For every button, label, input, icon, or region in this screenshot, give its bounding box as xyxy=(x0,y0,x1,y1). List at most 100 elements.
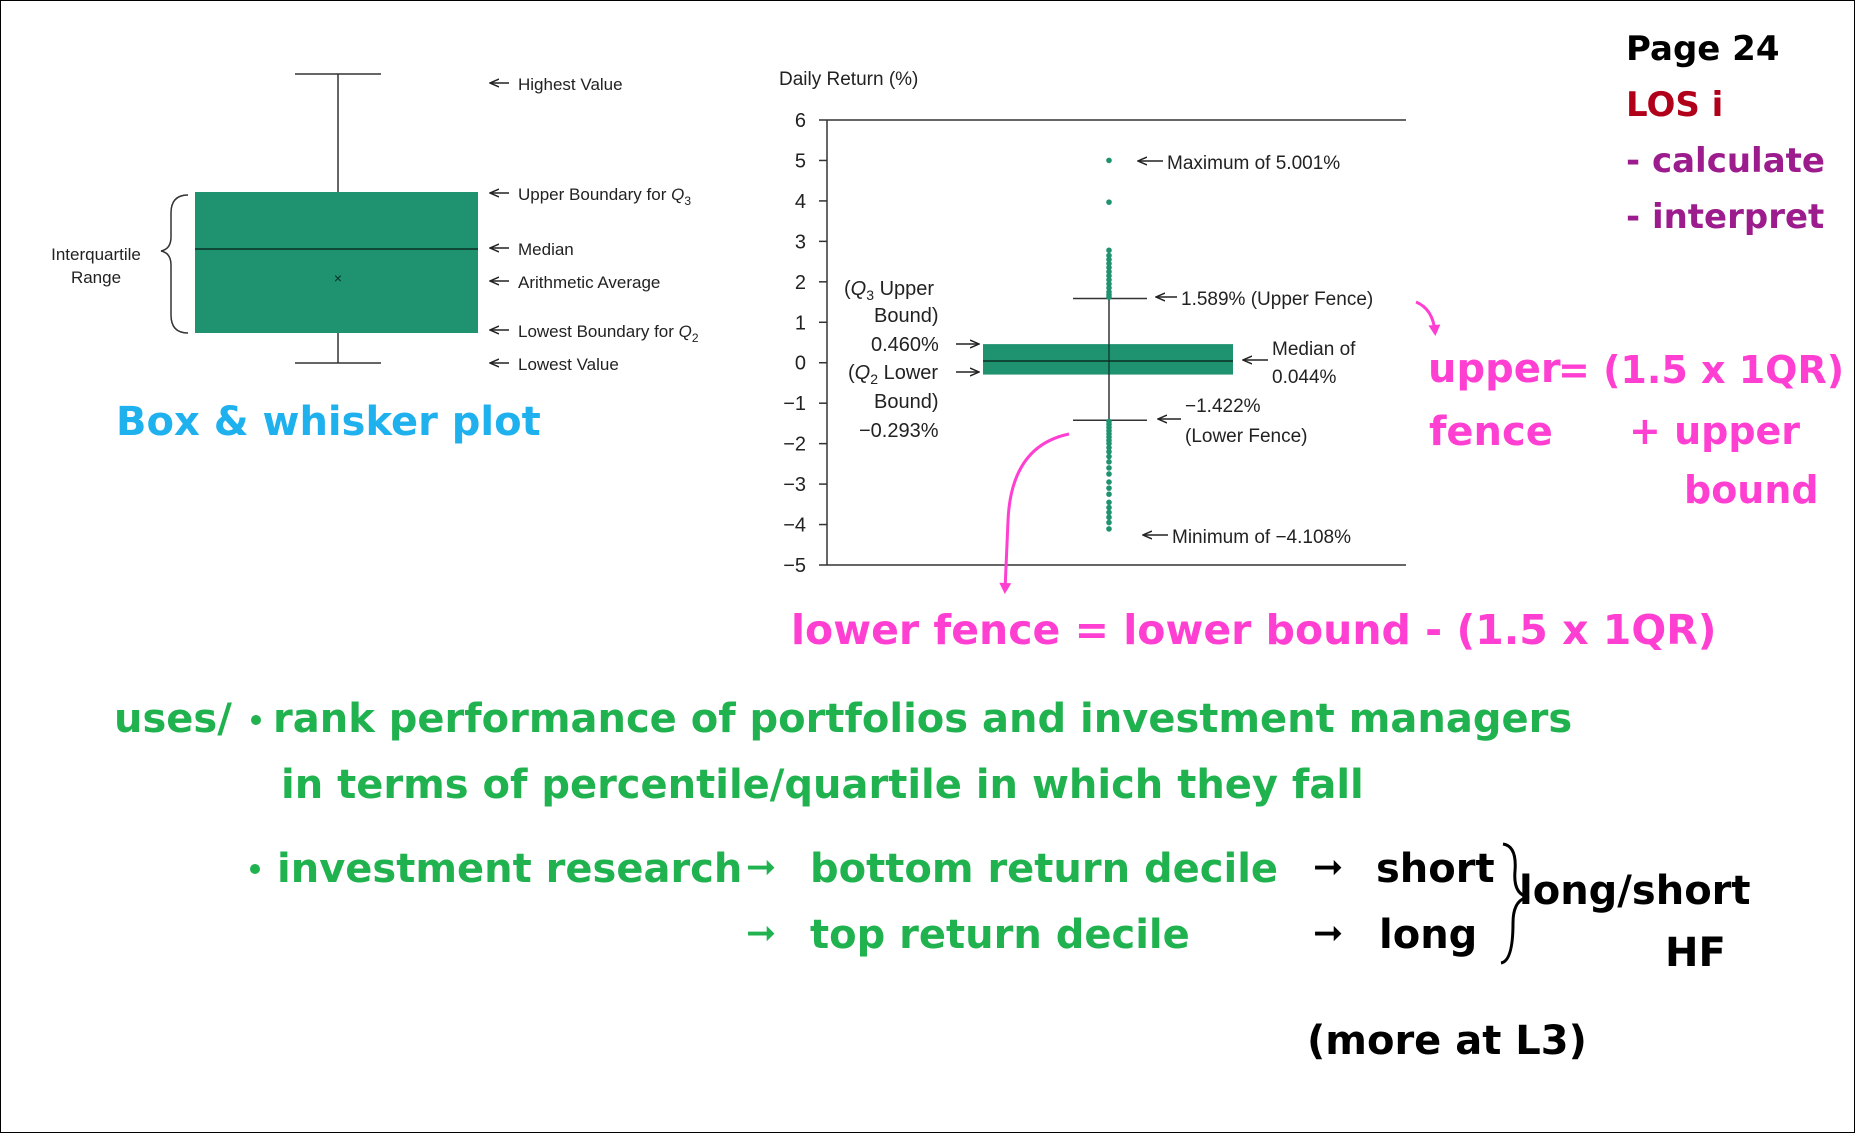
los-item-calculate: - calculate xyxy=(1626,141,1825,181)
outlier-point xyxy=(1106,199,1112,205)
bullet-2 xyxy=(250,864,260,874)
upper-fence-bound: bound xyxy=(1684,468,1819,512)
daily-return-chart: Daily Return (%) 6 5 4 3 2 1 0 −1 −2 −3 −4 −5 Maxim… xyxy=(779,69,1406,577)
q3-label-line1: (Q3 Upper xyxy=(844,278,934,303)
hf-label: HF xyxy=(1665,930,1726,976)
arrow-glyph: ➞ xyxy=(1313,913,1343,954)
outlier-point xyxy=(1106,281,1112,287)
y-axis-title: Daily Return (%) xyxy=(779,69,918,90)
highest-label: Highest Value xyxy=(518,75,623,94)
q3-value-label: 0.460% xyxy=(871,334,939,356)
upper-fence-pointer xyxy=(1415,300,1441,336)
outlier-point xyxy=(1106,519,1112,526)
lower-fence-pointer xyxy=(999,432,1070,594)
average-marker: × xyxy=(334,270,342,286)
curly-brace xyxy=(1500,842,1530,965)
bullet-1 xyxy=(251,715,261,725)
outlier-point xyxy=(1106,479,1112,485)
outlier-point xyxy=(1106,485,1112,491)
outlier-point xyxy=(1106,247,1112,254)
outlier-point xyxy=(1106,294,1112,300)
more-at-l3: (more at L3) xyxy=(1307,1018,1587,1064)
outlier-point xyxy=(1106,459,1112,465)
lower-boundary-label: Lowest Boundary for Q2 xyxy=(518,322,699,345)
average-label: Arithmetic Average xyxy=(518,273,660,292)
outlier-point xyxy=(1106,491,1112,498)
median-label: Median xyxy=(518,240,574,259)
y-tick-label: 6 xyxy=(795,110,806,132)
upper-boundary-label: Upper Boundary for Q3 xyxy=(518,185,691,208)
short-label: short xyxy=(1376,846,1495,892)
q2-label-line2: Bound) xyxy=(874,391,939,413)
outlier-point xyxy=(1106,252,1112,259)
los-item-interpret: - interpret xyxy=(1626,197,1824,237)
iqr-box xyxy=(983,344,1233,375)
q2-label-line1: (Q2 Lower xyxy=(848,362,938,387)
generic-box-plot: × Interquartile Range Highest Value Uppe… xyxy=(51,73,699,374)
outlier-point xyxy=(1106,264,1112,271)
iqr-label: Interquartile xyxy=(51,245,141,264)
min-label: Minimum of −4.108% xyxy=(1172,527,1351,548)
arrow-glyph: ➞ xyxy=(746,847,776,888)
outlier-point xyxy=(1106,514,1112,521)
use2-research: investment research xyxy=(277,846,742,892)
los-label: LOS i xyxy=(1626,85,1723,125)
y-tick-label: 0 xyxy=(795,353,806,375)
use2-bottom-decile: bottom return decile xyxy=(810,846,1278,892)
long-label: long xyxy=(1379,912,1477,958)
arrow-glyph: ➞ xyxy=(1313,847,1343,888)
max-label: Maximum of 5.001% xyxy=(1167,153,1340,174)
outlier-point xyxy=(1106,499,1112,506)
median-value-label: 0.044% xyxy=(1272,367,1337,388)
y-tick-label: 3 xyxy=(795,231,806,253)
generic-box xyxy=(195,192,478,333)
outlier-point xyxy=(1106,272,1112,279)
median-of-label: Median of xyxy=(1272,339,1356,360)
y-tick-label: 4 xyxy=(795,191,806,213)
y-tick-label: −4 xyxy=(783,515,806,537)
lowest-label: Lowest Value xyxy=(518,355,619,374)
outlier-point xyxy=(1106,465,1112,471)
outlier-point xyxy=(1106,453,1112,460)
upper-fence-formula: = (1.5 x 1QR) xyxy=(1558,348,1844,392)
use1-line1: rank performance of portfolios and inves… xyxy=(273,696,1572,742)
outlier-point xyxy=(1106,444,1112,451)
uses-label: uses/ xyxy=(114,696,232,742)
outlier-point xyxy=(1106,256,1112,263)
y-tick-label: −2 xyxy=(783,434,806,456)
upper-fence-word-fence: fence xyxy=(1429,409,1553,455)
upper-fence-plus: + upper xyxy=(1629,409,1800,453)
outlier-point xyxy=(1106,285,1112,291)
outlier-point xyxy=(1106,276,1112,283)
box-plot-caption: Box & whisker plot xyxy=(116,399,541,445)
lower-fence-value-label: −1.422% xyxy=(1185,396,1261,417)
lower-fence-formula: lower fence = lower bound - (1.5 x 1QR) xyxy=(791,606,1717,654)
iqr-label: Range xyxy=(71,268,121,287)
y-tick-label: 2 xyxy=(795,272,806,294)
outlier-point xyxy=(1106,268,1112,275)
outlier-point xyxy=(1106,526,1112,532)
y-tick-label: −1 xyxy=(783,393,806,415)
iqr-brace xyxy=(160,194,189,334)
long-short-label: long/short xyxy=(1519,868,1751,914)
use2-top-decile: top return decile xyxy=(810,912,1190,958)
outlier-point xyxy=(1106,504,1112,511)
outlier-point xyxy=(1106,260,1112,267)
q2-value-label: −0.293% xyxy=(859,420,939,442)
q3-label-line2: Bound) xyxy=(874,305,939,327)
use1-line2: in terms of percentile/quartile in which… xyxy=(281,762,1364,808)
upper-fence-label: 1.589% (Upper Fence) xyxy=(1181,289,1373,310)
outlier-point xyxy=(1106,471,1112,477)
y-tick-label: 1 xyxy=(795,312,806,334)
outlier-point xyxy=(1106,157,1112,164)
lower-fence-label: (Lower Fence) xyxy=(1185,426,1308,447)
outlier-point xyxy=(1106,448,1112,455)
y-tick-label: −5 xyxy=(783,555,806,577)
arrow-glyph: ➞ xyxy=(746,913,776,954)
outlier-point xyxy=(1106,440,1112,447)
outlier-point xyxy=(1106,509,1112,516)
upper-fence-word-upper: upper xyxy=(1428,346,1561,392)
y-tick-label: −3 xyxy=(783,474,806,496)
